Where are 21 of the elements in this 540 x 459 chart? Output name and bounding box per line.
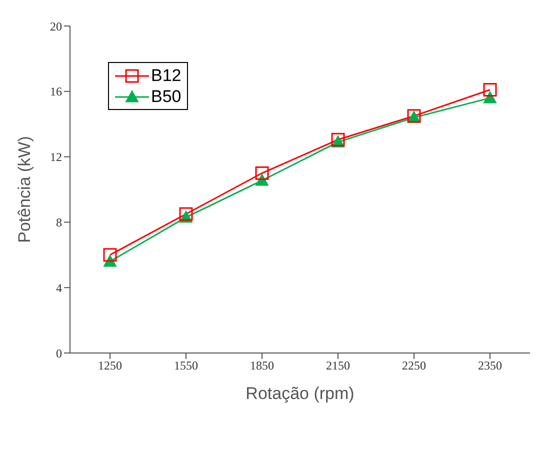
x-tick-label: 1550 — [174, 358, 198, 373]
y-tick-label: 4 — [56, 280, 62, 295]
x-tick-label: 1250 — [98, 358, 122, 373]
y-tick-label: 20 — [50, 19, 62, 34]
y-tick-label: 8 — [56, 215, 62, 230]
y-axis-title: Potência (kW) — [15, 136, 34, 243]
point — [179, 207, 193, 221]
point — [331, 132, 345, 146]
x-axis-title: Rotação (rpm) — [246, 384, 354, 403]
y-tick-label: 16 — [50, 84, 62, 99]
y-tick-label: 0 — [56, 346, 62, 360]
x-tick-label: 2150 — [326, 358, 350, 373]
point — [255, 166, 269, 180]
point — [103, 248, 117, 262]
point — [483, 83, 497, 97]
legend-label: B50 — [151, 86, 182, 107]
legend-label: B12 — [151, 65, 182, 86]
x-tick-label: 2350 — [478, 358, 502, 373]
y-tick-label: 12 — [50, 150, 62, 164]
x-tick-label: 1850 — [250, 358, 274, 373]
x-tick-label: 2250 — [402, 358, 426, 373]
